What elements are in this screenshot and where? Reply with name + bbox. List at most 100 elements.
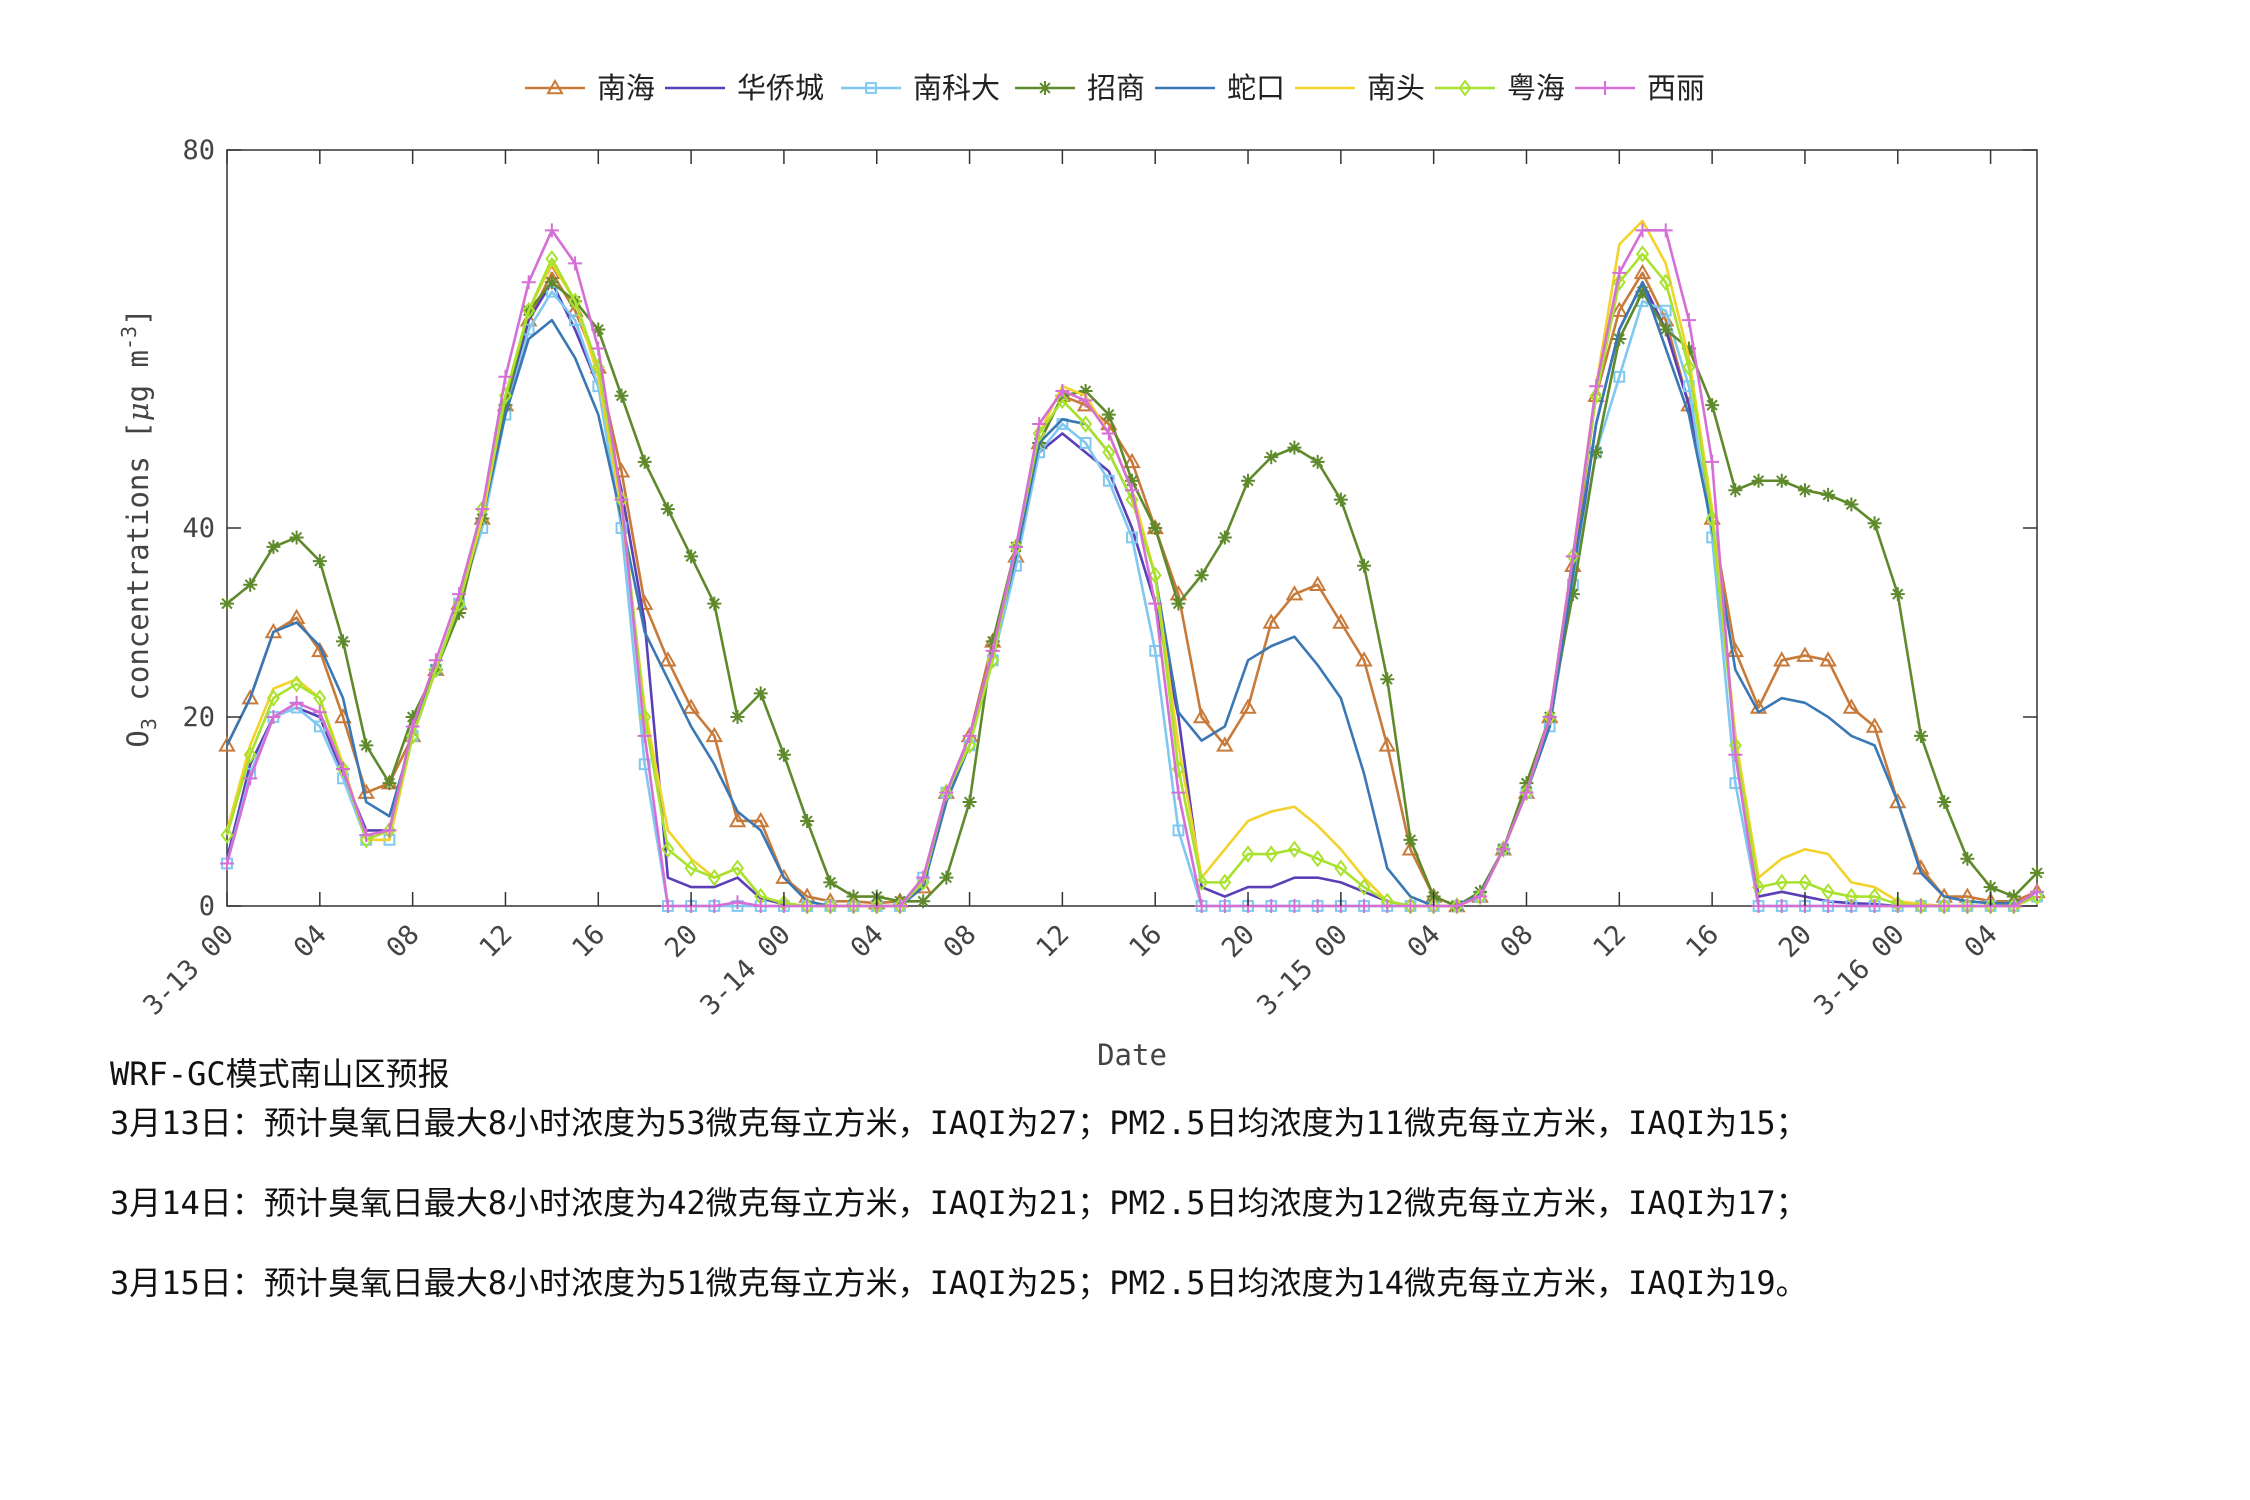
diamond-marker [1798,873,1812,892]
triangle-marker [1308,575,1327,591]
star-marker [1635,284,1650,299]
plus-marker [1357,899,1372,913]
plus-marker [614,492,629,507]
plus-marker [289,695,304,710]
plus-marker [823,899,838,913]
plus-marker [220,856,234,871]
plus-marker [1542,710,1557,724]
triangle-marker [1796,646,1814,662]
y-axis-title: O3 concentrations [μg m-3] [117,308,161,747]
star-marker [1171,596,1186,611]
plus-marker [1598,81,1612,95]
plus-marker [916,870,931,885]
legend-label: 西丽 [1647,71,1705,105]
star-marker [1078,383,1093,398]
star-marker [1357,558,1372,573]
plus-marker [1310,899,1325,913]
plus-marker [1867,899,1882,913]
star-marker [544,275,559,290]
x-tick-label: 04 [288,919,333,964]
triangle-marker [705,726,724,743]
diamond-marker [1032,424,1046,443]
plus-marker [800,899,815,913]
x-tick-label: 20 [659,919,704,964]
star-marker [1797,483,1812,498]
legend-item-6: 粤海 [1435,71,1565,105]
x-tick-label: 16 [1680,919,1725,964]
star-marker [707,596,722,611]
series-line [225,290,2038,908]
legend-item-5: 南头 [1295,71,1425,105]
x-tick-label: 12 [473,919,518,964]
diamond-marker [290,675,304,693]
star-marker [243,577,258,592]
square-marker [1126,531,1138,544]
legend-label: 南科大 [913,71,1000,105]
diamond-marker [1775,873,1789,892]
x-tick-label: 08 [1495,919,1540,964]
plus-marker [452,587,467,602]
plus-marker [1728,747,1743,762]
x-tick-label: 04 [1402,919,1447,964]
star-marker [985,634,1000,649]
star-marker [614,388,629,403]
star-marker [1101,407,1116,422]
x-axis-title: Date [1097,1038,1167,1072]
triangle-marker [311,641,329,658]
diamond-marker [243,746,257,764]
plus-marker [1264,899,1279,913]
plus-marker [846,899,861,913]
y-tick-label: 40 [182,513,215,544]
forecast-notes: WRF-GC模式南山区预报 3月13日：预计臭氧日最大8小时浓度为53微克每立方… [110,1055,2210,1343]
plus-marker [1101,426,1116,441]
note-line-mar14: 3月14日：预计臭氧日最大8小时浓度为42微克每立方米，IAQI为21；PM2.… [110,1184,1808,1222]
triangle-marker [1889,793,1907,809]
x-tick-label: 04 [845,919,890,964]
diamond-marker [661,840,675,858]
diamond-marker [1218,873,1232,892]
x-tick-label: 16 [1123,919,1168,964]
diamond-marker [313,689,327,707]
star-marker [660,502,675,517]
diamond-marker [1821,883,1835,901]
legend: 南海 华侨城 南科大 招商 蛇口 南头 粤海 西丽 [525,71,1705,105]
star-marker [2006,889,2021,904]
star-marker [1821,487,1836,502]
x-tick-label: 3-15 00 [1251,919,1353,1021]
triangle-marker [775,868,793,884]
diamond-marker [1589,387,1603,405]
diamond-marker [406,727,420,745]
y-tick-label: 80 [182,135,215,166]
diamond-marker [1264,845,1278,863]
plus-marker [1519,785,1534,800]
diamond-marker [1659,273,1673,291]
star-marker [1867,516,1882,531]
star-marker [1658,322,1673,337]
star-marker [1038,81,1052,95]
star-marker [1983,880,1998,895]
star-marker [823,875,838,890]
triangle-marker [1610,301,1629,317]
star-marker [1125,473,1139,488]
x-tick-label: 3-14 00 [694,919,796,1021]
star-marker [405,710,420,724]
star-marker [359,738,374,753]
plus-marker [939,785,954,800]
plus-marker [1937,899,1952,913]
plus-marker [521,275,536,290]
star-marker [2030,865,2044,880]
square-marker [1102,474,1115,487]
plus-marker [1681,313,1696,328]
star-marker [382,776,397,791]
star-marker [684,549,699,564]
plus-marker [1589,379,1604,394]
plus-marker [336,761,351,776]
star-marker [1380,672,1395,687]
diamond-marker [1458,79,1472,97]
plus-marker [1449,899,1464,913]
star-marker [1217,530,1232,545]
star-marker [1844,497,1859,512]
y-tick-label: 20 [182,702,215,733]
plus-marker [1960,899,1975,913]
